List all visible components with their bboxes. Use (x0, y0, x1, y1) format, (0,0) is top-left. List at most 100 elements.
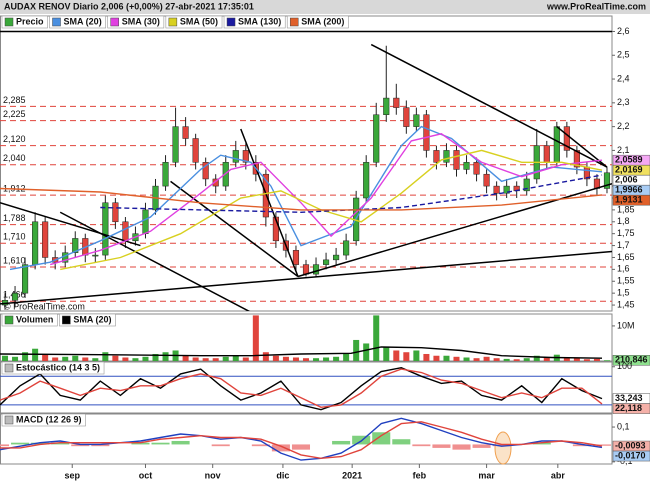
volume-bar (192, 357, 199, 361)
candle-body (423, 114, 430, 151)
value-tag-label: 33,243 (615, 393, 643, 403)
candle-body (292, 250, 300, 265)
legend-box (1, 15, 48, 29)
candle-body (122, 221, 129, 242)
legend-label: SMA (50) (180, 16, 218, 26)
value-tag (612, 450, 650, 462)
legend-label: SMA (20) (64, 16, 102, 26)
candle-body (363, 162, 370, 199)
volume-bar (593, 358, 600, 361)
candle-body (433, 150, 440, 163)
level-label: 2,225 (3, 109, 26, 119)
macd-histogram-bar (332, 440, 351, 445)
candle-body (72, 238, 79, 253)
volume-bar (222, 356, 229, 361)
volume-bar (333, 356, 340, 361)
x-tick-label: sep (64, 470, 80, 480)
volume-bar (563, 357, 570, 361)
volume-bar (443, 355, 450, 361)
y-tick-label: 1,7 (617, 240, 630, 250)
candle-body (333, 254, 340, 261)
header-bar (0, 0, 650, 14)
macd-histogram-bar (291, 444, 311, 450)
macd-histogram-bar (71, 444, 90, 447)
legend-swatch (110, 17, 119, 27)
macd-histogram-bar (472, 444, 491, 448)
x-tick-label: nov (205, 470, 221, 480)
volume-bar (483, 356, 490, 361)
volume-bar (282, 356, 289, 361)
volume-bar (262, 352, 269, 361)
volume-bar (493, 358, 500, 361)
legend-label: SMA (30) (122, 16, 160, 26)
panel-content (0, 315, 610, 361)
candle-body (483, 173, 490, 187)
macd-histogram-bar (352, 435, 371, 445)
volume-bar (182, 355, 189, 361)
volume-bar (383, 346, 390, 361)
x-tick-label: mar (478, 470, 495, 480)
legend-swatch (4, 363, 14, 373)
value-tag (612, 355, 650, 366)
panel-content (0, 366, 612, 411)
level-label: 2,285 (3, 95, 26, 105)
legend-swatch (4, 17, 14, 27)
header-site: www.ProRealTime.com (546, 1, 646, 11)
candle-body (182, 126, 189, 139)
legend-box (1, 361, 105, 375)
candle-body (523, 178, 530, 192)
macd-histogram-bar (11, 442, 30, 445)
legend-box (49, 15, 106, 29)
macd-histogram-bar (31, 442, 50, 445)
legend-swatch (62, 315, 71, 325)
candle-body (603, 172, 611, 189)
candle-body (473, 162, 480, 175)
volume-bar (453, 356, 460, 361)
legend-box (286, 15, 349, 29)
legend-label: SMA (130) (238, 16, 281, 26)
candle-body (112, 202, 119, 223)
macd-histogram-bar (171, 440, 190, 445)
y-tick-label: 2,1 (617, 145, 630, 155)
candle-body (343, 240, 350, 256)
series-line (0, 187, 603, 211)
volume-bar (533, 355, 540, 361)
macd-histogram-bar (372, 432, 391, 445)
volume-bar (102, 352, 109, 361)
macd-histogram-bar (592, 444, 611, 446)
y-tick-label: 10M (617, 320, 635, 330)
y-tick-label: 0,1 (617, 421, 630, 431)
volume-bar (52, 357, 59, 361)
trendline (59, 211, 251, 311)
y-tick-label: 100 (617, 361, 632, 371)
macd-histogram-bar (0, 444, 10, 447)
legend-swatch (4, 415, 14, 425)
volume-bar (82, 357, 89, 361)
legend-box (1, 413, 86, 427)
volume-bar (473, 358, 480, 361)
value-tag (612, 194, 650, 206)
y-tick-label: 1,5 (617, 288, 630, 298)
x-tick-label: abr (551, 470, 566, 480)
candle-body (403, 107, 410, 127)
volume-bar (302, 358, 310, 361)
candle-body (232, 150, 239, 163)
macd-histogram-bar (412, 444, 431, 447)
series-line (0, 346, 603, 359)
volume-bar (573, 358, 580, 361)
volume-bar (363, 343, 370, 361)
volume-bar (433, 355, 440, 361)
header-title: AUDAX RENOV Diario 2,006 (+0,00%) 27-abr… (4, 1, 254, 11)
candle-body (11, 292, 19, 301)
volume-bar (2, 355, 9, 361)
trendline (170, 180, 299, 278)
volume-bar (313, 358, 320, 361)
legend-label: Volumen (16, 314, 53, 324)
candle-body (543, 145, 550, 163)
candle-body (102, 202, 109, 256)
volume-bar (513, 359, 520, 361)
y-tick-label: 1,75 (617, 228, 635, 238)
candle-body (493, 185, 500, 194)
candle-body (172, 126, 179, 163)
